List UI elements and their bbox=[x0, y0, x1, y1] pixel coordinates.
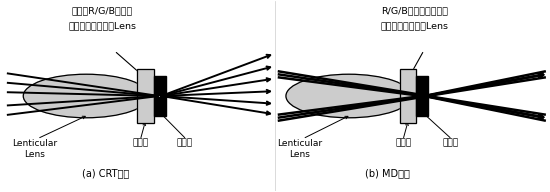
Text: Lens: Lens bbox=[289, 150, 310, 159]
Text: 遮光部: 遮光部 bbox=[177, 139, 192, 148]
Bar bbox=[416, 76, 428, 95]
Text: R/G/B的光軸已經整合: R/G/B的光軸已經整合 bbox=[381, 6, 448, 15]
Text: (b) MD方式: (b) MD方式 bbox=[365, 168, 410, 178]
Bar bbox=[137, 69, 153, 123]
Text: 擴散部: 擴散部 bbox=[133, 139, 149, 148]
Bar bbox=[153, 97, 166, 116]
Text: 為整合R/G/B的光軸: 為整合R/G/B的光軸 bbox=[72, 6, 133, 15]
Text: (a) CRT方式: (a) CRT方式 bbox=[82, 168, 129, 178]
Text: 擴散部: 擴散部 bbox=[395, 139, 411, 148]
Text: 觀視方向必需設置Lens: 觀視方向必需設置Lens bbox=[69, 21, 136, 30]
Text: Lenticular: Lenticular bbox=[277, 139, 322, 148]
Bar bbox=[400, 69, 416, 123]
Text: Lens: Lens bbox=[24, 150, 45, 159]
Bar bbox=[416, 97, 428, 116]
Bar bbox=[400, 69, 416, 123]
Bar bbox=[153, 76, 166, 95]
Bar bbox=[137, 69, 153, 123]
Circle shape bbox=[23, 74, 149, 118]
Circle shape bbox=[286, 74, 412, 118]
Text: 遮光部: 遮光部 bbox=[442, 139, 458, 148]
Text: 觀視方向不需設置Lens: 觀視方向不需設置Lens bbox=[381, 21, 449, 30]
Text: Lenticular: Lenticular bbox=[12, 139, 57, 148]
